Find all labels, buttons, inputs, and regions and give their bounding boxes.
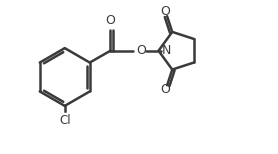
Text: O: O bbox=[161, 83, 170, 96]
Text: O: O bbox=[136, 44, 147, 57]
Text: O: O bbox=[161, 5, 170, 18]
Text: N: N bbox=[162, 44, 172, 57]
Text: O: O bbox=[105, 14, 115, 26]
Text: Cl: Cl bbox=[59, 113, 71, 127]
